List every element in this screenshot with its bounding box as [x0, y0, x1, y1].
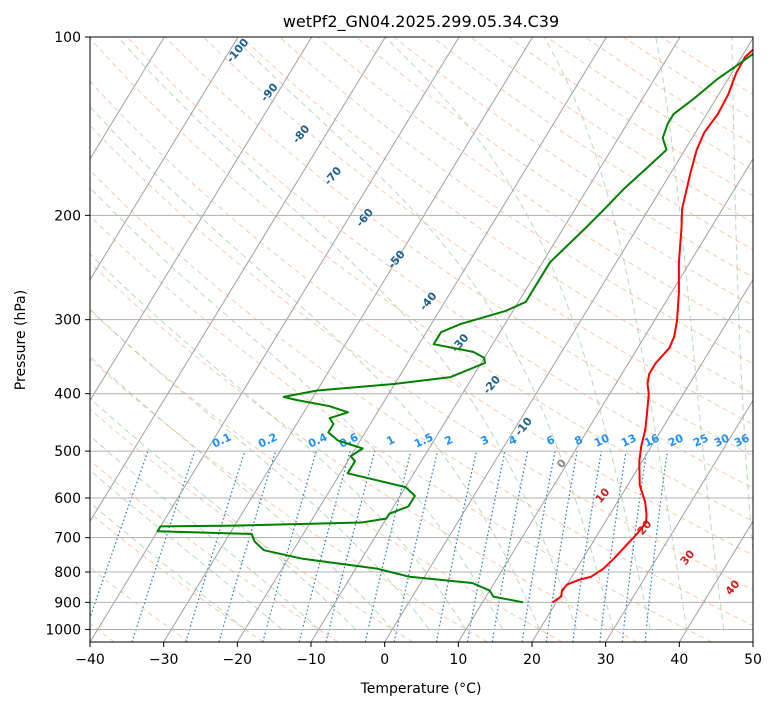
mixing-ratio-line [621, 451, 648, 642]
mixing-ratio-line [298, 450, 351, 642]
x-axis-ticks: −40 −30 −20 −10 0 10 20 30 40 50 [75, 642, 762, 668]
moist-adiabat-line [90, 469, 283, 630]
dry-adiabat-line [241, 37, 753, 395]
moist-adiabat-line [655, 37, 725, 630]
isotherm-line [90, 37, 239, 281]
mixing-ratio-label: 20 [666, 431, 686, 449]
isotherm-line [605, 399, 753, 642]
moist-adiabat-line [90, 308, 430, 630]
mixing-ratio-label: 10 [592, 431, 612, 449]
mixing-ratio-line [218, 450, 277, 642]
dry-adiabat-line [90, 215, 712, 642]
x-tick-label: 20 [523, 652, 541, 668]
mixing-ratio-line [185, 450, 246, 642]
mixing-ratio-label: 36 [732, 431, 752, 449]
chart-title: wetPf2_GN04.2025.299.05.34.C39 [283, 12, 559, 32]
moist-adiabat-line [90, 106, 541, 630]
dry-adiabat-line [90, 512, 264, 642]
y-axis-label: Pressure (hPa) [13, 290, 29, 390]
dry-adiabat-line [470, 37, 753, 224]
y-tick-label: 700 [54, 531, 81, 547]
isotherm-line [90, 37, 313, 402]
y-tick-label: 300 [54, 313, 81, 329]
x-tick-label: −20 [223, 652, 253, 668]
isotherm-line [90, 37, 386, 523]
x-tick-label: −40 [75, 652, 105, 668]
x-tick-label: 50 [744, 652, 762, 668]
mixing-ratio-label: 30 [712, 431, 732, 449]
mixing-ratio-label: 16 [642, 431, 662, 449]
moist-adiabat-line [90, 397, 356, 630]
plot-area: -100-90-80-70-60-50-40-30-20-10010203040… [90, 37, 753, 642]
dry-adiabat-line [90, 169, 753, 627]
x-tick-label: 10 [449, 652, 467, 668]
dry-adiabat-line [90, 408, 414, 642]
mixing-ratio-line [599, 451, 627, 642]
y-tick-label: 600 [54, 491, 81, 507]
moist-adiabat-line [90, 187, 504, 630]
y-tick-label: 800 [54, 565, 81, 581]
x-axis-label: Temperature (°C) [360, 681, 482, 697]
mixing-ratio-line [90, 450, 149, 620]
dry-adiabat-line [90, 124, 753, 591]
y-tick-label: 1000 [45, 622, 81, 638]
dry-adiabat-line [90, 309, 563, 642]
isotherm-line [236, 37, 607, 642]
dry-adiabat-line [90, 261, 638, 642]
x-tick-label: −30 [149, 652, 179, 668]
dry-adiabat-line [508, 37, 753, 197]
moist-adiabat-line [543, 37, 688, 630]
moist-adiabat-line [90, 435, 320, 630]
isotherm-line [163, 37, 534, 642]
pressure-gridlines [90, 37, 753, 630]
y-tick-label: 900 [54, 595, 81, 611]
isotherm-line [90, 37, 165, 160]
temperature-profile-line [551, 48, 753, 604]
dry-adiabat-line [584, 37, 753, 145]
dewpoint-profile-line [156, 52, 753, 604]
x-tick-label: −10 [296, 652, 326, 668]
isotherm-line [384, 37, 753, 642]
isotherm-line [90, 37, 460, 642]
moist-adiabat-line [384, 37, 651, 630]
mixing-ratio-line [545, 450, 578, 642]
dry-adiabat-line [432, 37, 753, 251]
moist-adiabat-line [90, 356, 393, 630]
isotherm-line [531, 278, 753, 642]
mixing-ratio-line [131, 450, 196, 642]
y-axis-ticks: 1000 900 800 700 600 500 400 300 200 100 [45, 30, 90, 638]
dry-adiabats [90, 37, 753, 642]
y-tick-label: 500 [54, 444, 81, 460]
isotherm-line [752, 641, 753, 642]
mixing-ratio-line [644, 451, 668, 642]
mixing-ratio-line [262, 450, 317, 642]
isotherm-line [457, 157, 753, 642]
y-tick-label: 400 [54, 387, 81, 403]
dry-adiabat-line [90, 80, 753, 556]
x-tick-label: 30 [597, 652, 615, 668]
x-tick-label: 40 [670, 652, 688, 668]
moist-adiabat-line [731, 37, 753, 558]
isotherm-line [678, 520, 753, 642]
dry-adiabat-line [317, 37, 753, 335]
mixing-ratio-label: 13 [619, 431, 638, 449]
x-tick-label: 0 [380, 652, 389, 668]
mixing-ratio-line [364, 450, 412, 642]
isotherm-line [310, 37, 681, 642]
plot-frame [89, 36, 754, 643]
mixing-ratio-line [572, 450, 602, 642]
dry-adiabat-line [279, 37, 753, 365]
isotherms [90, 37, 753, 642]
y-tick-label: 100 [54, 30, 81, 46]
mixing-ratio-label: 25 [691, 431, 710, 449]
y-tick-label: 200 [54, 208, 81, 224]
moist-adiabat-line [232, 37, 614, 630]
profile-series [156, 48, 753, 604]
moist-adiabat-line [117, 37, 577, 630]
